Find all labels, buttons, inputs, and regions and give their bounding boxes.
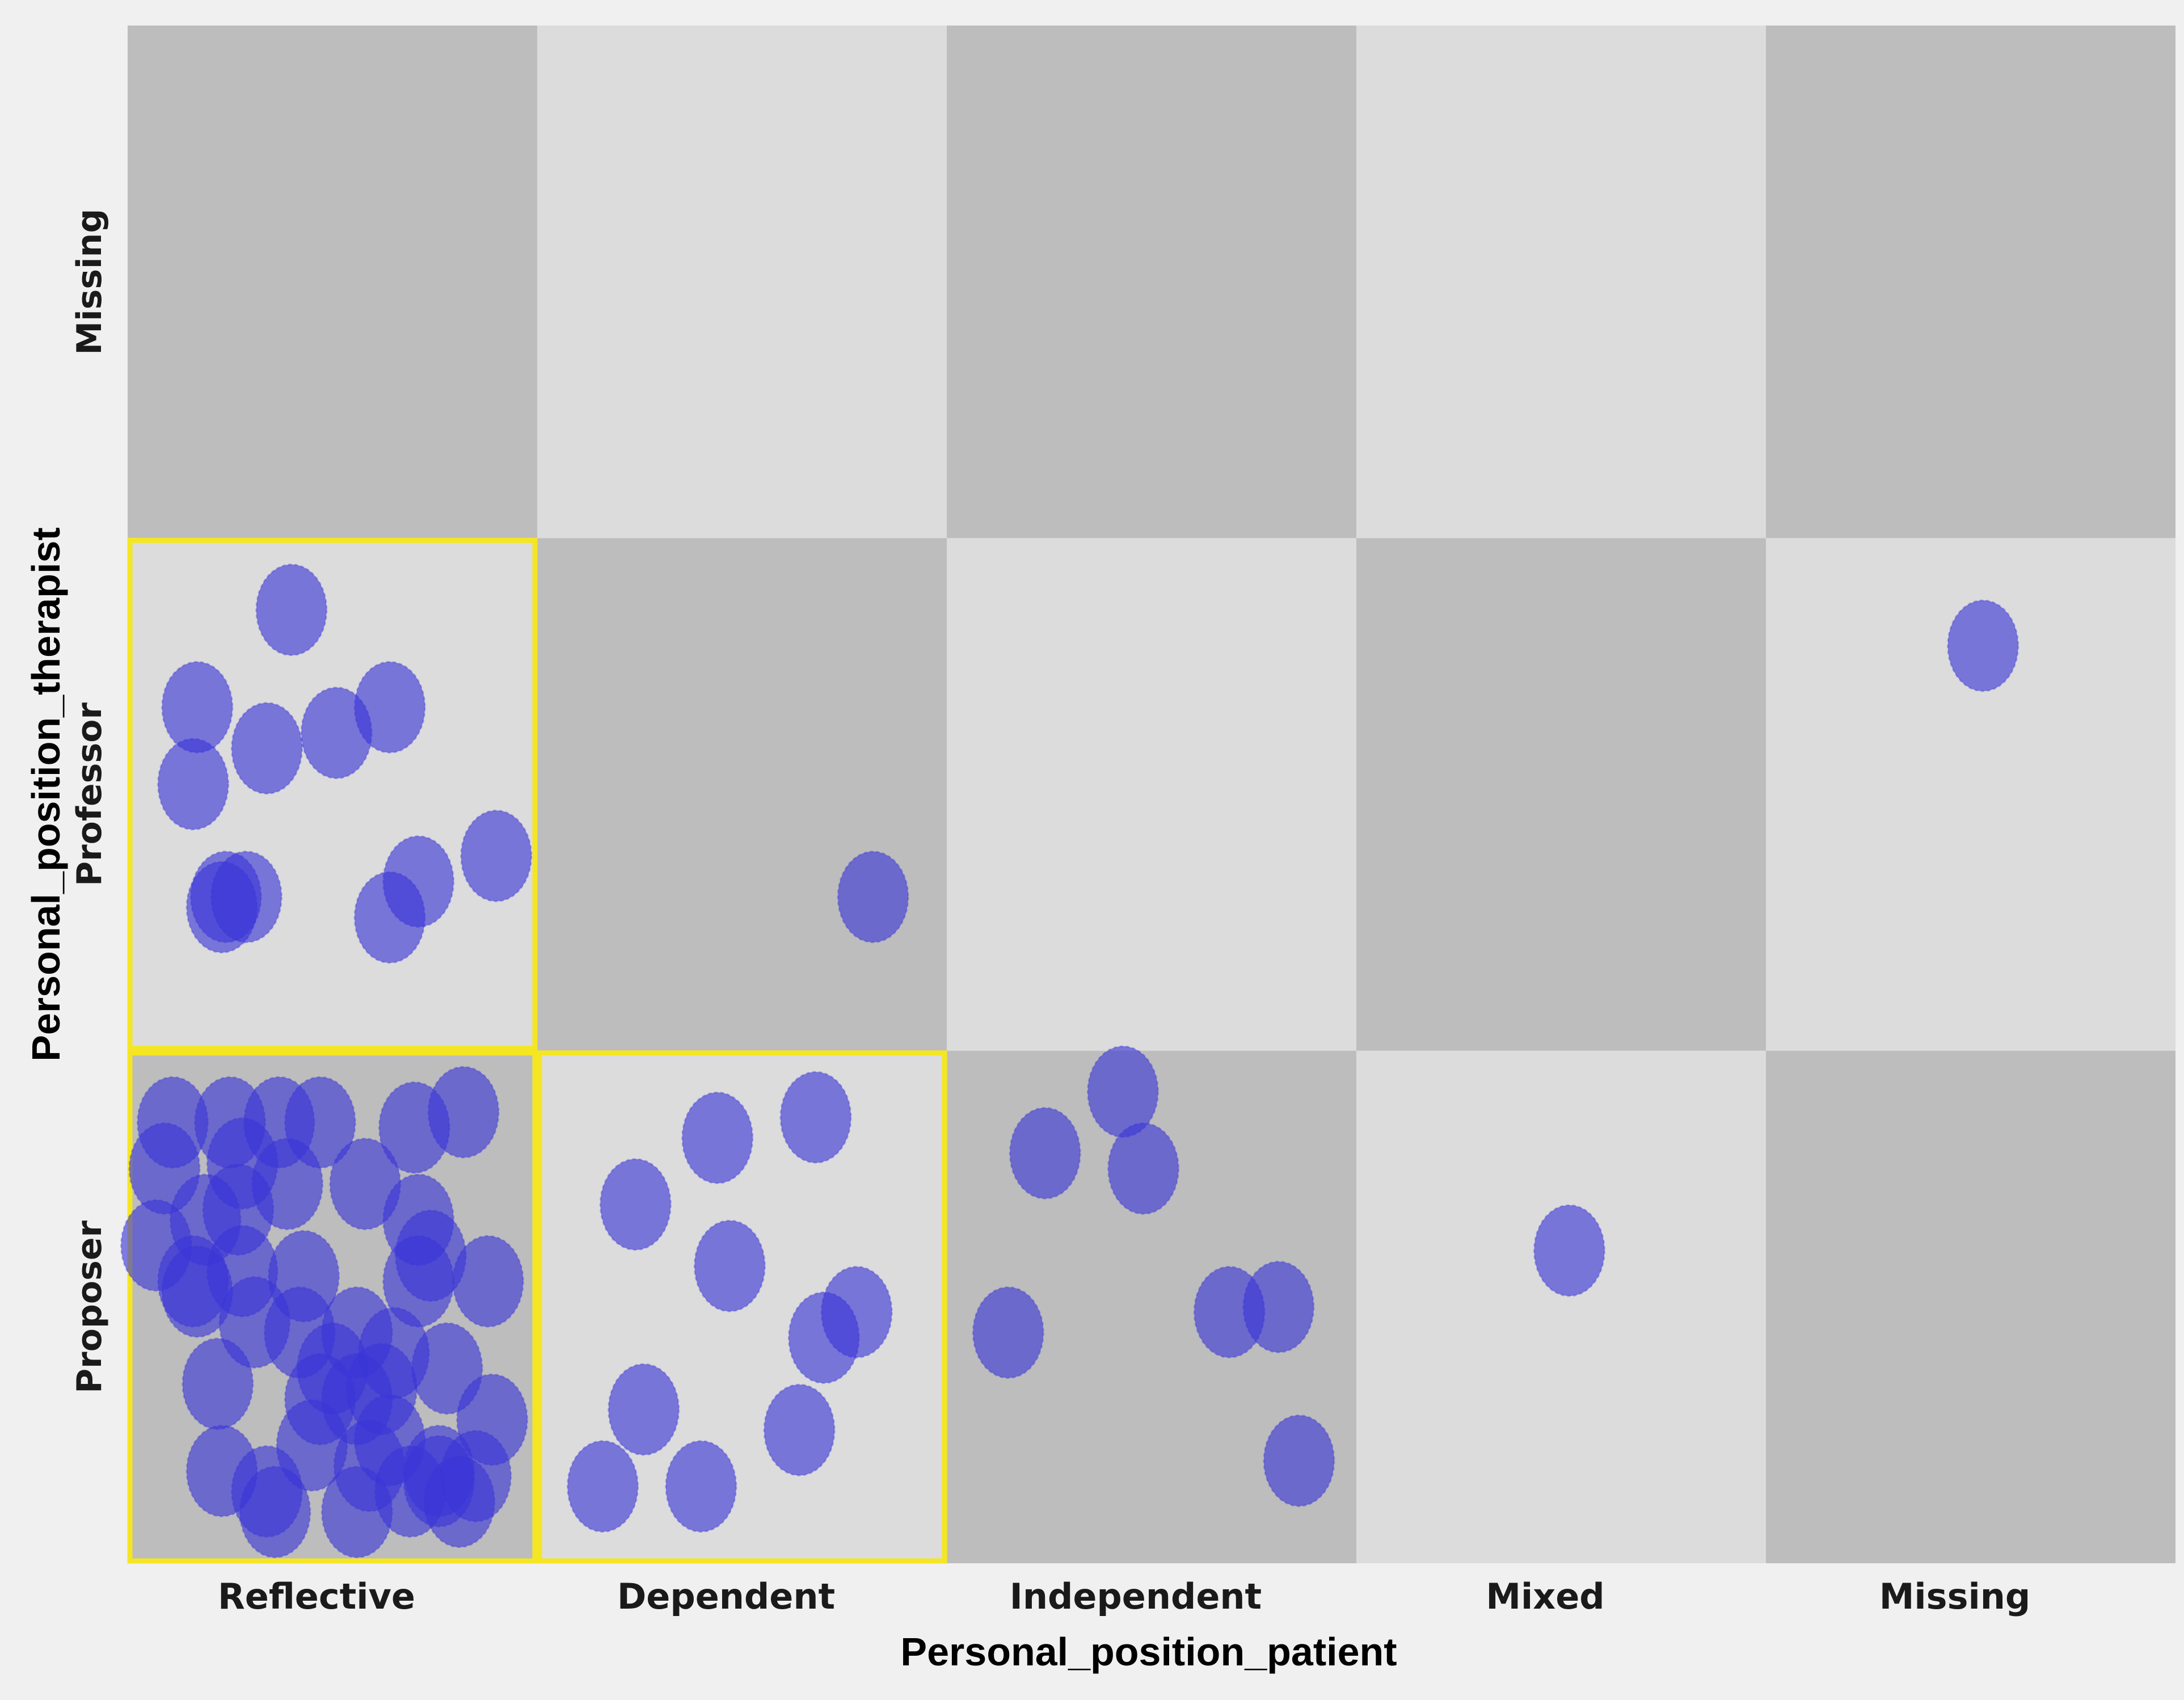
y-tick-label-professor: Professor — [70, 702, 109, 886]
y-tick-label-proposer: Proposer — [70, 1220, 109, 1393]
data-point — [218, 1276, 291, 1369]
highlight-dependent-proposer — [537, 1050, 947, 1564]
data-point — [1107, 1122, 1180, 1215]
x-tick-label-dependent: Dependent — [617, 1576, 835, 1617]
data-point — [787, 1291, 860, 1385]
data-point — [599, 1158, 672, 1251]
grid-cell-mixed-missing — [1356, 26, 1766, 538]
data-point — [693, 1219, 766, 1312]
x-tick-label-missing: Missing — [1879, 1576, 2031, 1617]
data-point — [230, 702, 303, 795]
data-point — [353, 871, 426, 964]
data-point — [779, 1071, 852, 1164]
data-point — [157, 738, 230, 831]
data-point — [452, 1235, 524, 1328]
y-tick-label-missing: Missing — [70, 209, 109, 355]
data-point — [255, 563, 328, 657]
grid-cell-independent-missing — [947, 26, 1356, 538]
data-point — [608, 1363, 680, 1456]
highlight-reflective-proposer — [127, 1050, 538, 1564]
data-point — [567, 1440, 639, 1533]
data-point — [189, 851, 262, 944]
y-axis-tick-labels: Proposer Professor Missing — [70, 209, 109, 1394]
x-tick-label-mixed: Mixed — [1486, 1576, 1604, 1617]
grid-cell-missing-proposer — [1766, 1050, 2175, 1563]
highlight-reflective-professor — [127, 537, 538, 1051]
y-axis-title: Personal_position_therapist — [24, 527, 68, 1061]
data-point — [427, 1066, 500, 1159]
grid-cell-independent-professor — [947, 538, 1356, 1051]
data-point — [239, 1466, 311, 1559]
data-point — [1947, 599, 2019, 692]
data-point — [665, 1440, 737, 1533]
data-point — [837, 851, 909, 944]
data-point — [1533, 1204, 1605, 1297]
x-axis-tick-labels: Reflective Dependent Independent Mixed Missi… — [218, 1576, 2030, 1617]
data-point — [1242, 1260, 1315, 1353]
grid-cell-dependent-missing — [537, 26, 947, 538]
data-point — [1009, 1106, 1081, 1200]
x-tick-label-reflective: Reflective — [218, 1576, 415, 1617]
data-point — [1263, 1414, 1335, 1507]
highlighted-cells — [127, 537, 947, 1564]
data-point — [972, 1286, 1044, 1379]
x-tick-label-independent: Independent — [1010, 1576, 1262, 1617]
grid-cell-dependent-professor — [537, 538, 947, 1051]
grid-cell-mixed-proposer — [1356, 1050, 1766, 1563]
data-points — [120, 563, 2019, 1559]
data-point — [681, 1091, 754, 1184]
grid-cell-mixed-professor — [1356, 538, 1766, 1051]
grid-cell-reflective-missing — [128, 26, 537, 538]
data-point — [353, 660, 426, 754]
data-point — [763, 1383, 836, 1476]
x-axis-title: Personal_position_patient — [900, 1630, 1397, 1674]
data-point — [460, 809, 533, 902]
data-point — [440, 1429, 512, 1522]
grid-cell-missing-missing — [1766, 26, 2175, 538]
